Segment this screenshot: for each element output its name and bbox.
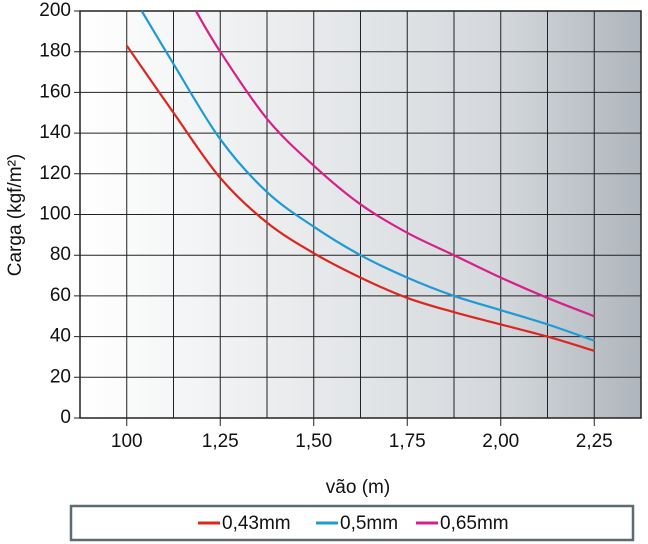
x-axis-label: vão (m) <box>326 477 390 498</box>
y-tick-label: 180 <box>39 41 71 62</box>
x-tick-label: 1,25 <box>202 431 239 452</box>
y-tick-label: 100 <box>39 204 71 225</box>
x-tick-label: 2,25 <box>576 431 613 452</box>
y-tick-label: 140 <box>39 122 71 143</box>
y-tick-label: 40 <box>50 326 71 347</box>
legend-label: 0,65mm <box>440 513 509 534</box>
y-tick-label: 80 <box>50 244 71 265</box>
x-tick-label: 100 <box>111 431 143 452</box>
x-tick-label: 1,50 <box>295 431 332 452</box>
x-tick-label: 2,00 <box>482 431 519 452</box>
series-line <box>140 10 595 342</box>
y-tick-label: 60 <box>50 285 71 306</box>
y-axis-label: Carga (kgf/m²) <box>5 154 26 276</box>
plot-border <box>79 10 642 419</box>
legend-label: 0,5mm <box>340 513 398 534</box>
series-line <box>194 10 595 318</box>
legend-box <box>69 504 635 542</box>
y-tick-label: 200 <box>39 0 71 21</box>
legend-label: 0,43mm <box>222 513 291 534</box>
x-tick-label: 1,75 <box>389 431 426 452</box>
y-tick-label: 120 <box>39 163 71 184</box>
y-tick-label: 0 <box>60 407 71 428</box>
y-tick-label: 20 <box>50 366 71 387</box>
series-line <box>125 44 595 352</box>
y-tick-label: 160 <box>39 81 71 102</box>
